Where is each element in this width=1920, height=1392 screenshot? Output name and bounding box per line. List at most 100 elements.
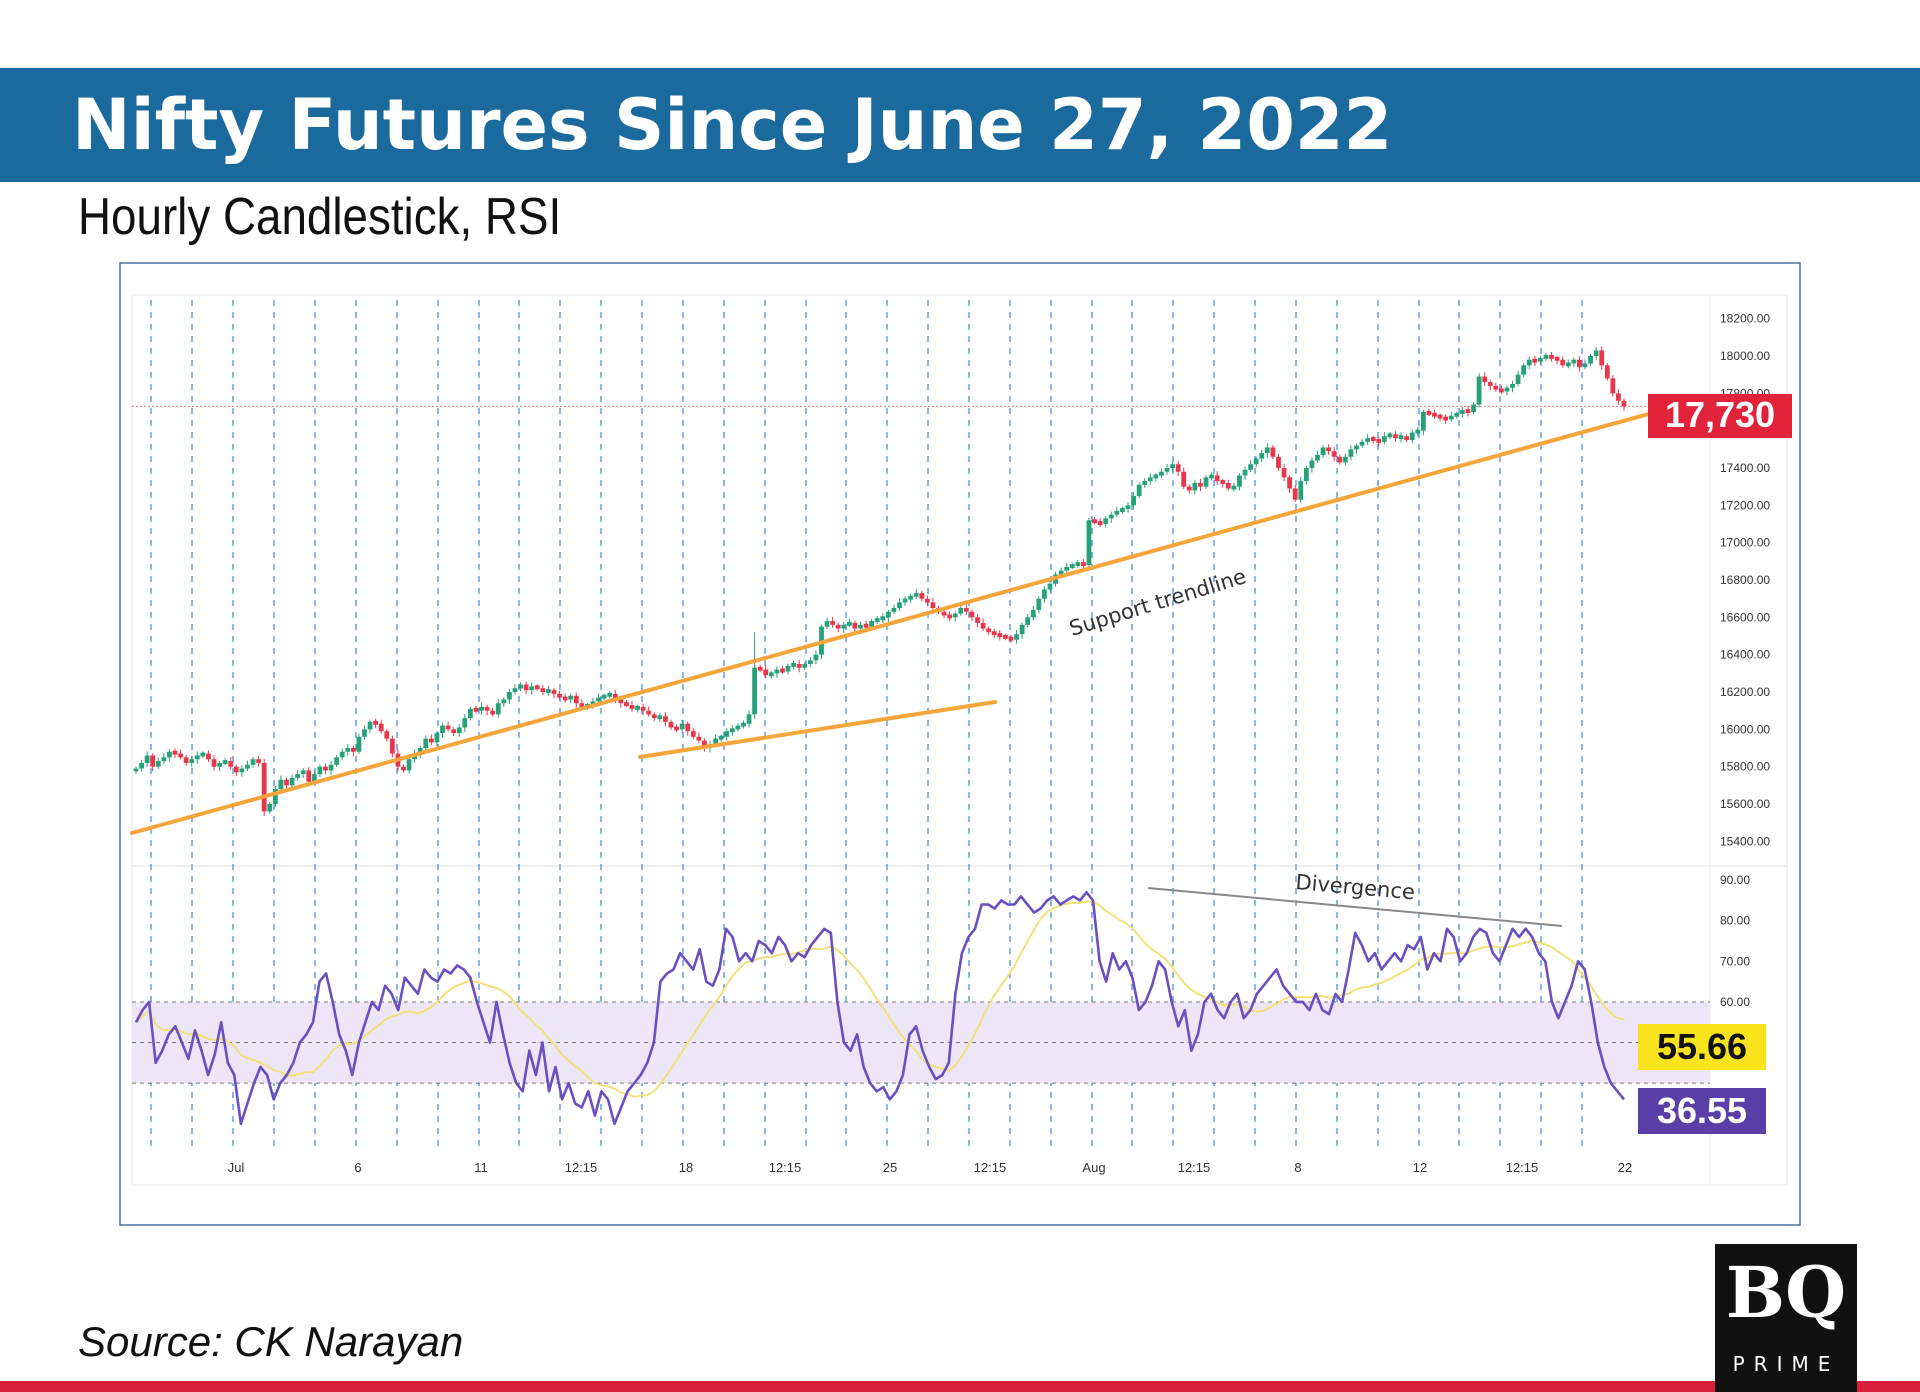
candle-body [200,752,206,757]
candle-body [1264,447,1270,454]
time-tick-label: 11 [474,1160,488,1175]
candle-body [768,672,774,677]
candle-body [885,611,891,618]
price-tick-label: 16600.00 [1720,610,1770,624]
candle-body [1008,636,1014,641]
bq-prime-logo: BQ PRIME [1715,1244,1857,1392]
candle-body [1565,362,1571,367]
candle-body [1599,350,1605,366]
candle-body [334,757,340,765]
candle-body [150,755,156,767]
candle-body [378,723,384,732]
candle-body [1092,519,1097,524]
candle-body [1248,464,1254,470]
time-tick-label: 12 [1413,1160,1427,1175]
candle-body [1192,482,1198,491]
candle-body [1432,412,1437,417]
candle-body [289,777,295,786]
candle-body [1426,411,1432,415]
candle-body [624,702,629,707]
candle-body [713,738,718,745]
candle-body [501,699,507,704]
candle-body [172,750,178,755]
time-tick-label: 25 [883,1160,897,1175]
candle-body [1125,505,1131,510]
candle-body [317,766,323,775]
candle-body [1549,355,1554,359]
time-tick-label: 12:15 [974,1160,1007,1175]
candle-body [1476,376,1482,405]
candle-body [367,721,373,730]
candle-body [401,766,406,771]
candle-body [1220,480,1226,484]
price-axis-labels: 18200.0018000.0017800.0017600.0017400.00… [1720,312,1770,1009]
candle-body [278,779,284,790]
candle-body [880,616,886,621]
candle-body [300,770,306,775]
candle-body [1326,447,1332,452]
candle-body [1560,359,1566,366]
support-trendline [130,411,1654,835]
candle-body [735,725,741,730]
candle-body [852,622,858,629]
candle-body [1147,477,1153,482]
candle-body [1225,482,1231,489]
time-axis-labels: Jul 6 11 12:15 18 12:15 25 12:15 Aug 12:15 8 12 12:1… [228,1160,1633,1175]
candle-body [456,727,462,734]
candle-body [685,723,691,732]
rsi-moving-average-line [135,900,1625,1098]
candle-body [423,738,429,748]
time-tick-label: 8 [1294,1160,1301,1175]
candle-body [830,621,836,625]
candle-body [1337,456,1343,463]
candle-body [1443,416,1449,421]
candle-body [729,728,735,733]
candle-body [1331,451,1337,457]
divergence-line [1147,887,1563,927]
value-labels: 17,730 55.66 36.55 [1638,394,1792,1134]
candle-body [690,731,696,737]
candle-body [1131,496,1136,506]
candle-body [384,731,390,739]
price-tick-label: 18200.00 [1720,312,1770,326]
candle-body [1610,378,1616,394]
candle-body [1571,359,1577,364]
candle-body [462,718,468,728]
candle-body [217,762,222,767]
candle-body [980,622,986,629]
candle-body [1237,475,1242,487]
candle-body [1069,564,1075,568]
candle-body [328,764,334,771]
candle-body [1164,468,1170,472]
candle-body [757,666,763,671]
candle-body [863,623,869,628]
candle-body [194,755,200,760]
candle-body [919,593,925,599]
candle-body [718,735,724,740]
candle-body [724,731,730,737]
candle-body [406,759,412,771]
candle-body [557,693,562,698]
candle-body [189,759,195,763]
candle-body [908,595,914,600]
candle-body [295,774,301,778]
candle-body [835,624,841,629]
candle-body [1448,415,1454,420]
candle-body [858,624,863,629]
candle-body [206,753,211,760]
candle-body [373,720,379,725]
candle-body [1025,617,1031,625]
candle-body [1214,475,1220,482]
candle-body [228,761,234,767]
rsi-line [134,891,1626,1126]
candle-body [451,729,457,734]
candle-body [339,751,345,758]
candle-body [233,766,239,773]
candle-body [1348,449,1354,457]
candle-body [1198,482,1203,487]
candle-body [635,705,640,710]
secondary-trendline [638,700,997,759]
candle-body [356,736,362,752]
time-tick-label: 6 [354,1160,361,1175]
